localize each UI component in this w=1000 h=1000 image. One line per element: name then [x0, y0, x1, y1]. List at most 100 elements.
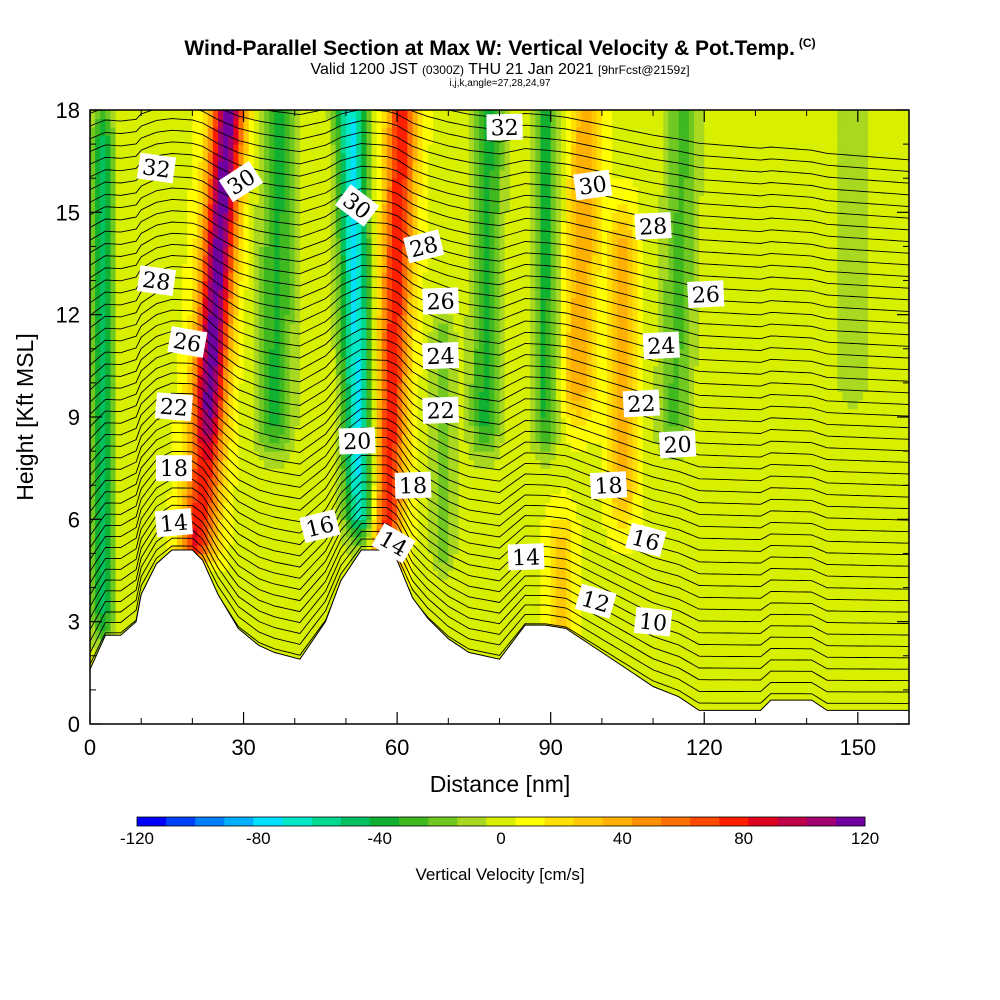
- velocity-cell: [212, 348, 219, 358]
- velocity-cell: [438, 144, 444, 154]
- velocity-cell: [177, 357, 183, 367]
- velocity-cell: [417, 169, 424, 179]
- velocity-cell: [269, 476, 275, 486]
- velocity-cell: [356, 263, 362, 273]
- velocity-cell: [269, 502, 275, 512]
- velocity-cell: [95, 544, 101, 555]
- velocity-cell: [402, 110, 408, 120]
- velocity-cell: [264, 161, 270, 171]
- velocity-cell: [335, 374, 342, 384]
- velocity-cell: [90, 186, 96, 196]
- velocity-cell: [223, 254, 229, 265]
- velocity-cell: [371, 391, 378, 401]
- velocity-cell: [258, 340, 265, 350]
- velocity-cell: [253, 621, 260, 631]
- velocity-cell: [264, 434, 270, 444]
- velocity-cell: [217, 280, 224, 290]
- velocity-cell: [253, 391, 260, 401]
- velocity-cell: [248, 365, 255, 375]
- velocity-cell: [243, 408, 250, 418]
- velocity-cell: [90, 340, 96, 350]
- velocity-cell: [105, 434, 112, 444]
- velocity-cell: [217, 553, 224, 563]
- velocity-cell: [417, 195, 424, 205]
- velocity-cell: [171, 382, 178, 393]
- velocity-cell: [356, 289, 362, 299]
- velocity-cell: [202, 451, 209, 461]
- velocity-cell: [136, 587, 142, 597]
- velocity-cell: [264, 118, 270, 128]
- velocity-cell: [253, 587, 260, 597]
- velocity-cell: [427, 442, 434, 452]
- velocity-cell: [248, 485, 255, 495]
- velocity-cell: [361, 382, 368, 393]
- velocity-cell: [299, 237, 306, 248]
- velocity-cell: [202, 161, 209, 171]
- velocity-cell: [100, 519, 106, 529]
- velocity-cell: [279, 229, 286, 239]
- velocity-cell: [274, 186, 280, 196]
- velocity-cell: [340, 340, 347, 350]
- velocity-cell: [284, 118, 291, 128]
- velocity-cell: [366, 246, 373, 256]
- velocity-cell: [330, 323, 337, 333]
- velocity-cell: [284, 314, 291, 324]
- velocity-cell: [366, 382, 373, 393]
- velocity-cell: [315, 391, 321, 401]
- velocity-cell: [130, 493, 137, 503]
- velocity-cell: [223, 596, 229, 606]
- velocity-cell: [228, 280, 234, 290]
- velocity-cell: [100, 587, 106, 597]
- velocity-cell: [136, 246, 142, 256]
- velocity-cell: [381, 203, 388, 213]
- velocity-cell: [279, 544, 286, 555]
- velocity-cell: [356, 178, 362, 188]
- velocity-cell: [335, 399, 342, 410]
- velocity-cell: [402, 144, 408, 154]
- velocity-cell: [120, 229, 127, 239]
- velocity-cell: [243, 527, 250, 537]
- velocity-cell: [217, 263, 224, 273]
- velocity-cell: [120, 144, 127, 154]
- velocity-cell: [115, 289, 122, 299]
- velocity-cell: [233, 340, 240, 350]
- velocity-cell: [238, 365, 245, 375]
- velocity-cell: [279, 161, 286, 171]
- velocity-cell: [279, 519, 286, 529]
- velocity-cell: [407, 263, 414, 273]
- velocity-cell: [361, 374, 368, 384]
- velocity-cell: [330, 135, 337, 145]
- velocity-cell: [197, 263, 204, 273]
- velocity-cell: [248, 630, 255, 640]
- velocity-cell: [228, 229, 234, 239]
- velocity-cell: [371, 340, 378, 350]
- velocity-cell: [294, 613, 301, 623]
- velocity-cell: [161, 254, 168, 265]
- velocity-cell: [320, 118, 327, 128]
- velocity-cell: [110, 544, 117, 555]
- velocity-cell: [407, 144, 414, 154]
- velocity-cell: [304, 254, 311, 265]
- velocity-cell: [274, 434, 280, 444]
- velocity-cell: [100, 169, 106, 179]
- velocity-cell: [340, 408, 347, 418]
- velocity-cell: [264, 280, 270, 290]
- velocity-cell: [100, 561, 106, 572]
- velocity-cell: [115, 587, 122, 597]
- velocity-cell: [177, 297, 183, 307]
- velocity-cell: [279, 417, 286, 427]
- velocity-cell: [105, 144, 112, 154]
- velocity-cell: [105, 280, 112, 290]
- velocity-cell: [95, 152, 101, 162]
- velocity-cell: [146, 527, 153, 537]
- velocity-cell: [392, 493, 398, 503]
- velocity-cell: [238, 493, 245, 503]
- velocity-cell: [284, 459, 291, 469]
- velocity-cell: [95, 357, 101, 367]
- velocity-cell: [345, 485, 352, 495]
- velocity-cell: [432, 519, 439, 529]
- velocity-cell: [351, 254, 357, 265]
- velocity-cell: [171, 118, 178, 128]
- velocity-cell: [166, 374, 173, 384]
- velocity-cell: [284, 127, 291, 137]
